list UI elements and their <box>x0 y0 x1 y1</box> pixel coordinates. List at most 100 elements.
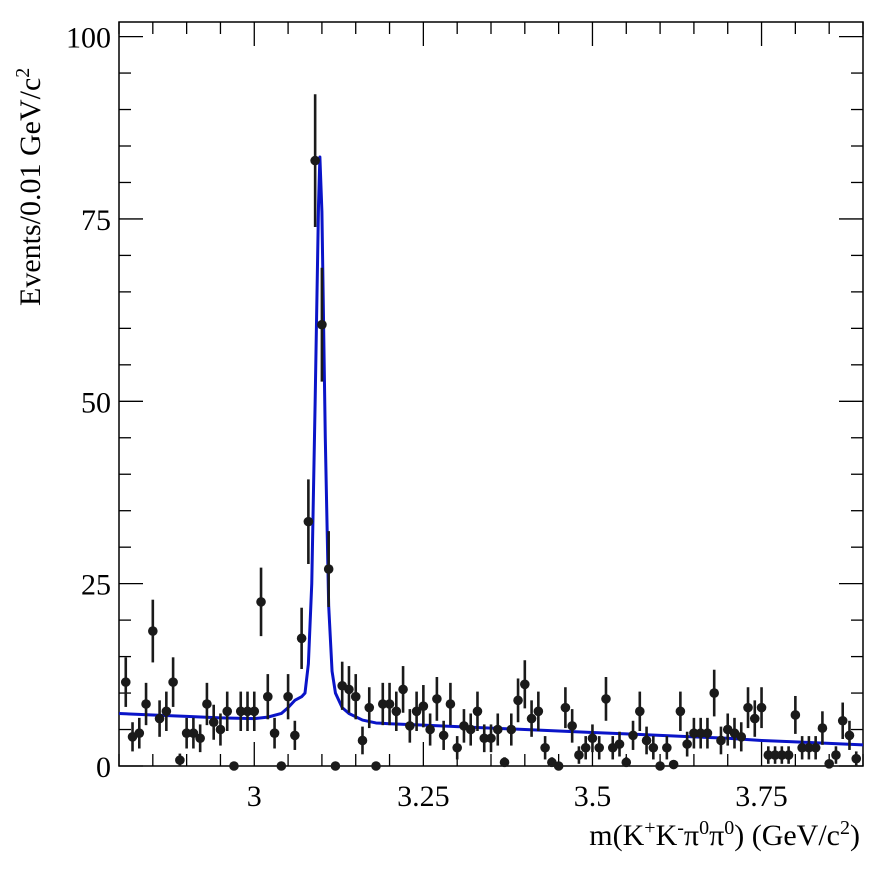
data-marker <box>472 706 483 717</box>
data-point <box>716 726 726 755</box>
data-point <box>662 736 672 760</box>
data-point <box>770 746 780 764</box>
plot-frame <box>118 21 864 767</box>
data-marker <box>513 695 523 706</box>
data-marker <box>831 750 841 760</box>
data-point <box>526 700 537 737</box>
data-marker <box>682 739 692 749</box>
data-marker <box>783 750 794 760</box>
tick-labels: 3 3.25 3.5 3.75 0 25 50 75 100 <box>66 22 788 813</box>
data-marker <box>208 717 219 728</box>
data-marker <box>296 633 307 644</box>
data-marker <box>418 701 429 711</box>
data-marker <box>770 750 780 760</box>
data-marker <box>499 757 510 768</box>
data-point <box>506 713 517 746</box>
data-marker <box>195 733 205 744</box>
data-point <box>127 722 138 752</box>
data-point <box>296 607 307 669</box>
data-marker <box>668 759 679 770</box>
data-point <box>175 753 185 766</box>
y-axis-label: Events/0.01 GeV/c2 <box>12 68 47 306</box>
data-point <box>628 720 638 750</box>
data-marker <box>763 750 774 760</box>
data-marker <box>837 715 848 726</box>
data-marker <box>303 516 314 527</box>
data-marker <box>479 733 490 744</box>
data-point <box>364 687 375 729</box>
data-marker <box>635 706 645 717</box>
data-point <box>432 677 442 721</box>
data-point <box>689 717 699 749</box>
data-point <box>323 531 334 607</box>
data-point <box>824 759 834 769</box>
data-point <box>161 691 172 731</box>
data-point <box>377 682 388 726</box>
data-marker <box>580 742 591 753</box>
data-point <box>120 657 131 707</box>
data-marker <box>317 319 327 330</box>
data-marker <box>391 706 402 717</box>
data-point <box>668 759 679 770</box>
data-point <box>283 674 293 720</box>
data-point <box>709 669 719 717</box>
data-marker <box>148 626 158 636</box>
fit-curve <box>118 155 864 747</box>
data-point <box>695 717 706 749</box>
data-point <box>520 660 530 709</box>
y-tick-label: 50 <box>81 386 111 419</box>
data-point <box>533 691 544 731</box>
data-point <box>405 709 415 743</box>
data-marker <box>716 735 726 746</box>
data-marker <box>242 706 253 717</box>
x-tick-label: 3.25 <box>397 780 450 813</box>
data-marker <box>283 691 293 702</box>
data-marker <box>743 702 753 713</box>
data-marker <box>736 732 747 742</box>
data-marker <box>695 728 706 738</box>
data-point <box>601 677 611 721</box>
data-marker <box>235 706 246 717</box>
data-point <box>837 702 848 740</box>
data-point <box>729 717 740 749</box>
data-marker <box>628 730 638 741</box>
data-marker <box>594 742 605 753</box>
data-point <box>141 682 151 726</box>
data-marker <box>641 735 652 746</box>
data-point <box>479 724 490 753</box>
data-point <box>607 736 618 760</box>
data-point <box>391 691 402 731</box>
data-marker <box>621 757 632 768</box>
data-point <box>344 666 354 713</box>
data-point <box>229 761 239 771</box>
data-point <box>188 717 199 749</box>
data-point <box>195 724 205 753</box>
data-point <box>560 687 571 729</box>
data-marker <box>350 691 361 702</box>
data-marker <box>662 742 672 753</box>
data-marker <box>567 721 577 731</box>
data-marker <box>364 702 375 713</box>
data-marker <box>756 702 767 713</box>
data-marker <box>398 684 408 695</box>
data-point <box>330 761 341 771</box>
data-marker <box>790 710 801 720</box>
data-point <box>398 666 408 713</box>
data-point <box>540 736 550 760</box>
data-point <box>756 687 767 729</box>
data-point <box>736 722 747 752</box>
data-point <box>587 724 598 753</box>
data-point <box>682 731 692 757</box>
tick-marks <box>118 22 864 767</box>
data-point <box>499 757 510 768</box>
data-point <box>154 700 165 737</box>
data-marker <box>810 742 821 753</box>
data-marker <box>824 759 834 769</box>
data-point <box>134 717 145 749</box>
data-marker <box>405 721 415 731</box>
data-point <box>513 678 523 723</box>
data-marker <box>614 739 625 749</box>
data-marker <box>553 761 564 771</box>
data-point <box>465 713 476 746</box>
